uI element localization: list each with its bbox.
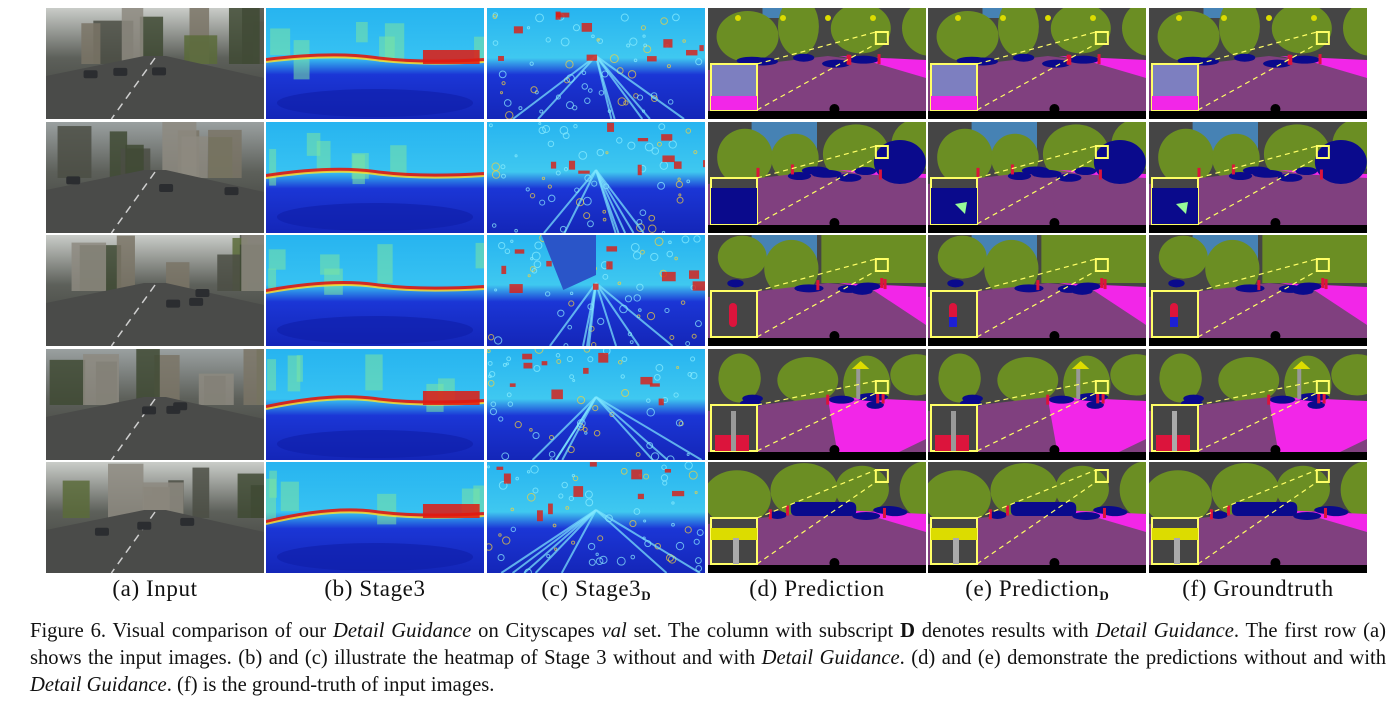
panel-image: [487, 462, 705, 573]
figure-caption: Figure 6. Visual comparison of our Detai…: [30, 618, 1386, 699]
panel-a-row-2: [46, 122, 264, 233]
panel-image: [1149, 235, 1367, 346]
panel-image: [928, 8, 1146, 119]
panel-image: [266, 349, 484, 460]
panel-c-row-5: [487, 462, 705, 573]
subscript-d: D: [641, 588, 651, 603]
panel-e-row-2: [928, 122, 1146, 233]
column-label-e: (e) PredictionD: [965, 576, 1109, 603]
panel-e-row-4: [928, 349, 1146, 460]
panel-image: [928, 235, 1146, 346]
panel-image: [708, 349, 926, 460]
panel-image: [487, 122, 705, 233]
panel-c-row-3: [487, 235, 705, 346]
panel-e-row-5: [928, 462, 1146, 573]
panel-image: [266, 462, 484, 573]
panel-b-row-3: [266, 235, 484, 346]
panel-image: [1149, 8, 1367, 119]
panel-a-row-5: [46, 462, 264, 573]
column-label-f: (f) Groundtruth: [1182, 576, 1334, 601]
panel-image: [266, 8, 484, 119]
panel-image: [487, 8, 705, 119]
panel-f-row-2: [1149, 122, 1367, 233]
panel-image: [46, 8, 264, 119]
panel-a-row-4: [46, 349, 264, 460]
column-label-a: (a) Input: [112, 576, 198, 601]
panel-e-row-3: [928, 235, 1146, 346]
panel-b-row-1: [266, 8, 484, 119]
panel-b-row-4: [266, 349, 484, 460]
panel-image: [46, 462, 264, 573]
panel-image: [1149, 462, 1367, 573]
panel-image: [928, 349, 1146, 460]
panel-d-row-3: [708, 235, 926, 346]
panel-image: [266, 122, 484, 233]
column-label-b: (b) Stage3: [324, 576, 426, 601]
panel-d-row-5: [708, 462, 926, 573]
panel-image: [708, 8, 926, 119]
panel-d-row-1: [708, 8, 926, 119]
caption-number: Figure 6.: [30, 620, 107, 642]
column-label-d: (d) Prediction: [749, 576, 885, 601]
panel-f-row-4: [1149, 349, 1367, 460]
figure-grid: [46, 8, 1368, 573]
panel-image: [487, 349, 705, 460]
panel-b-row-2: [266, 122, 484, 233]
panel-image: [487, 235, 705, 346]
panel-b-row-5: [266, 462, 484, 573]
panel-f-row-5: [1149, 462, 1367, 573]
panel-image: [46, 349, 264, 460]
panel-c-row-4: [487, 349, 705, 460]
panel-f-row-3: [1149, 235, 1367, 346]
panel-image: [46, 235, 264, 346]
panel-a-row-1: [46, 8, 264, 119]
subscript-d: D: [1099, 588, 1109, 603]
panel-c-row-2: [487, 122, 705, 233]
panel-e-row-1: [928, 8, 1146, 119]
panel-image: [1149, 349, 1367, 460]
caption-body: Visual comparison of our Detail Guidance…: [30, 620, 1386, 696]
column-label-c: (c) Stage3D: [541, 576, 651, 603]
panel-image: [708, 462, 926, 573]
panel-image: [1149, 122, 1367, 233]
panel-image: [708, 235, 926, 346]
panel-image: [266, 235, 484, 346]
panel-image: [46, 122, 264, 233]
panel-f-row-1: [1149, 8, 1367, 119]
panel-image: [928, 122, 1146, 233]
panel-image: [928, 462, 1146, 573]
panel-a-row-3: [46, 235, 264, 346]
panel-c-row-1: [487, 8, 705, 119]
panel-d-row-2: [708, 122, 926, 233]
panel-image: [708, 122, 926, 233]
panel-d-row-4: [708, 349, 926, 460]
